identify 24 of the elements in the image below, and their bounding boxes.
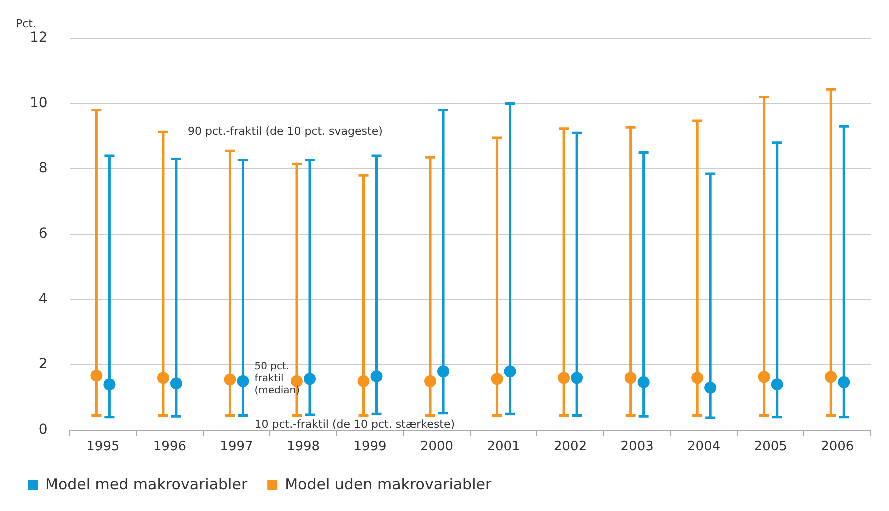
y-axis-title: Pct. (16, 17, 36, 30)
x-tick-label: 2006 (821, 440, 854, 455)
x-tick-label: 2000 (420, 440, 454, 455)
x-tick-label: 2004 (688, 440, 721, 455)
x-tick-label: 1999 (354, 440, 387, 455)
x-tick-label: 2002 (554, 440, 588, 455)
y-tick-label: 12 (30, 30, 48, 46)
x-tick-label: 2003 (620, 440, 654, 455)
x-tick-label: 2001 (487, 440, 520, 455)
x-tick-label: 2005 (754, 440, 788, 455)
y-tick-label: 10 (30, 95, 48, 112)
annotation: 90 pct.-fraktil (de 10 pct. svageste) (188, 125, 383, 138)
legend-label: Model uden makrovariabler (285, 475, 492, 494)
x-tick-label: 1996 (153, 440, 187, 455)
y-tick-label: 0 (38, 422, 48, 438)
y-tick-label: 2 (38, 356, 48, 373)
x-tick-label: 1998 (286, 440, 320, 455)
y-tick-label: 6 (38, 226, 48, 242)
annotation: 10 pct.-fraktil (de 10 pct. stærkeste) (254, 418, 456, 432)
x-tick-label: 1997 (220, 440, 254, 455)
legend-label: Model med makrovariabler (46, 475, 248, 494)
x-tick-label: 1995 (86, 440, 120, 455)
y-tick-label: 8 (38, 160, 48, 177)
y-tick-label: 4 (38, 291, 48, 308)
